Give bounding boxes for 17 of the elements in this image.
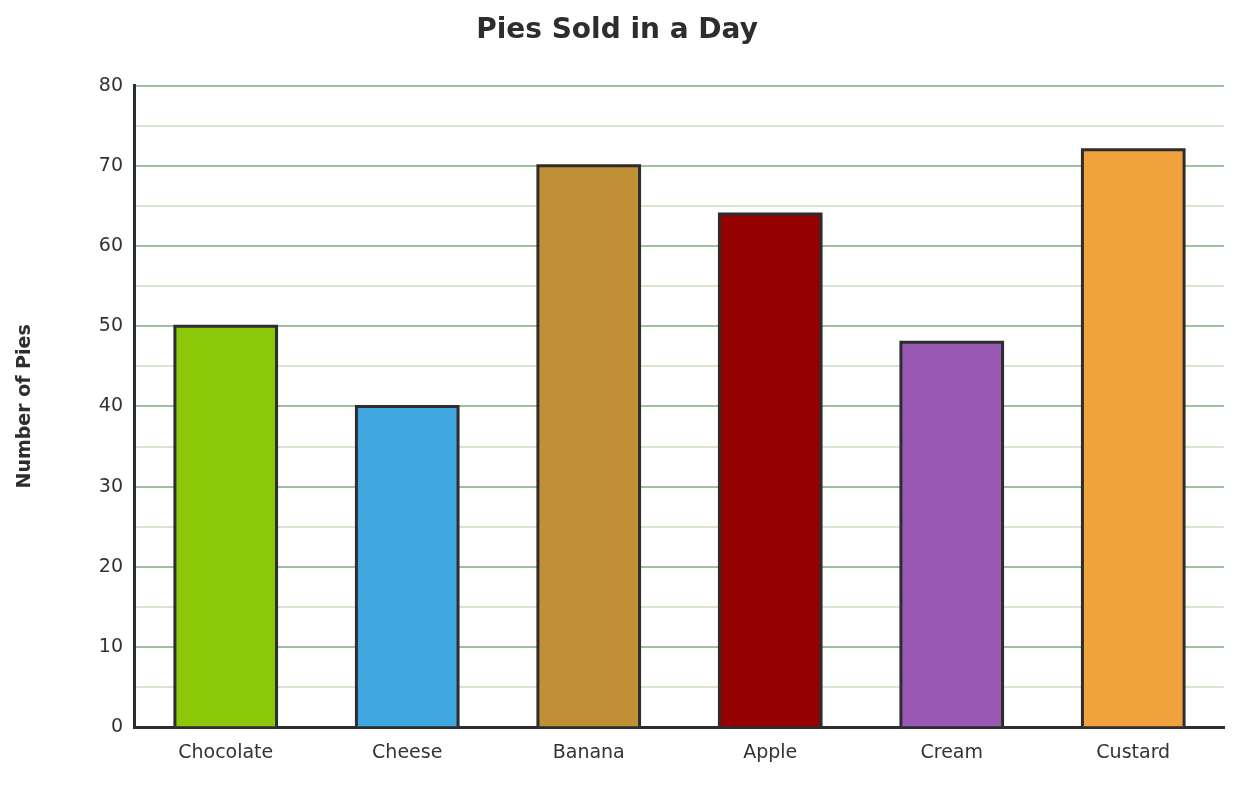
x-tick-label: Banana: [552, 739, 625, 762]
chart-title: Pies Sold in a Day: [476, 12, 758, 46]
x-tick-label: Cream: [920, 739, 983, 762]
x-tick-label: Chocolate: [178, 739, 274, 762]
y-tick-label: 30: [98, 473, 123, 496]
y-tick-label: 80: [98, 72, 123, 95]
y-tick-label: 60: [98, 232, 123, 255]
x-tick-label: Apple: [743, 739, 798, 762]
y-axis-title: Number of Pies: [12, 324, 35, 489]
x-tick-label: Custard: [1096, 739, 1171, 762]
y-tick-label: 50: [98, 313, 123, 336]
y-tick-label: 10: [98, 633, 123, 656]
x-tick-label: Cheese: [372, 739, 443, 762]
y-tick-label: 20: [98, 553, 123, 576]
y-tick-label: 70: [98, 152, 123, 175]
y-tick-label: 0: [110, 714, 123, 737]
y-tick-label: 40: [98, 393, 123, 416]
